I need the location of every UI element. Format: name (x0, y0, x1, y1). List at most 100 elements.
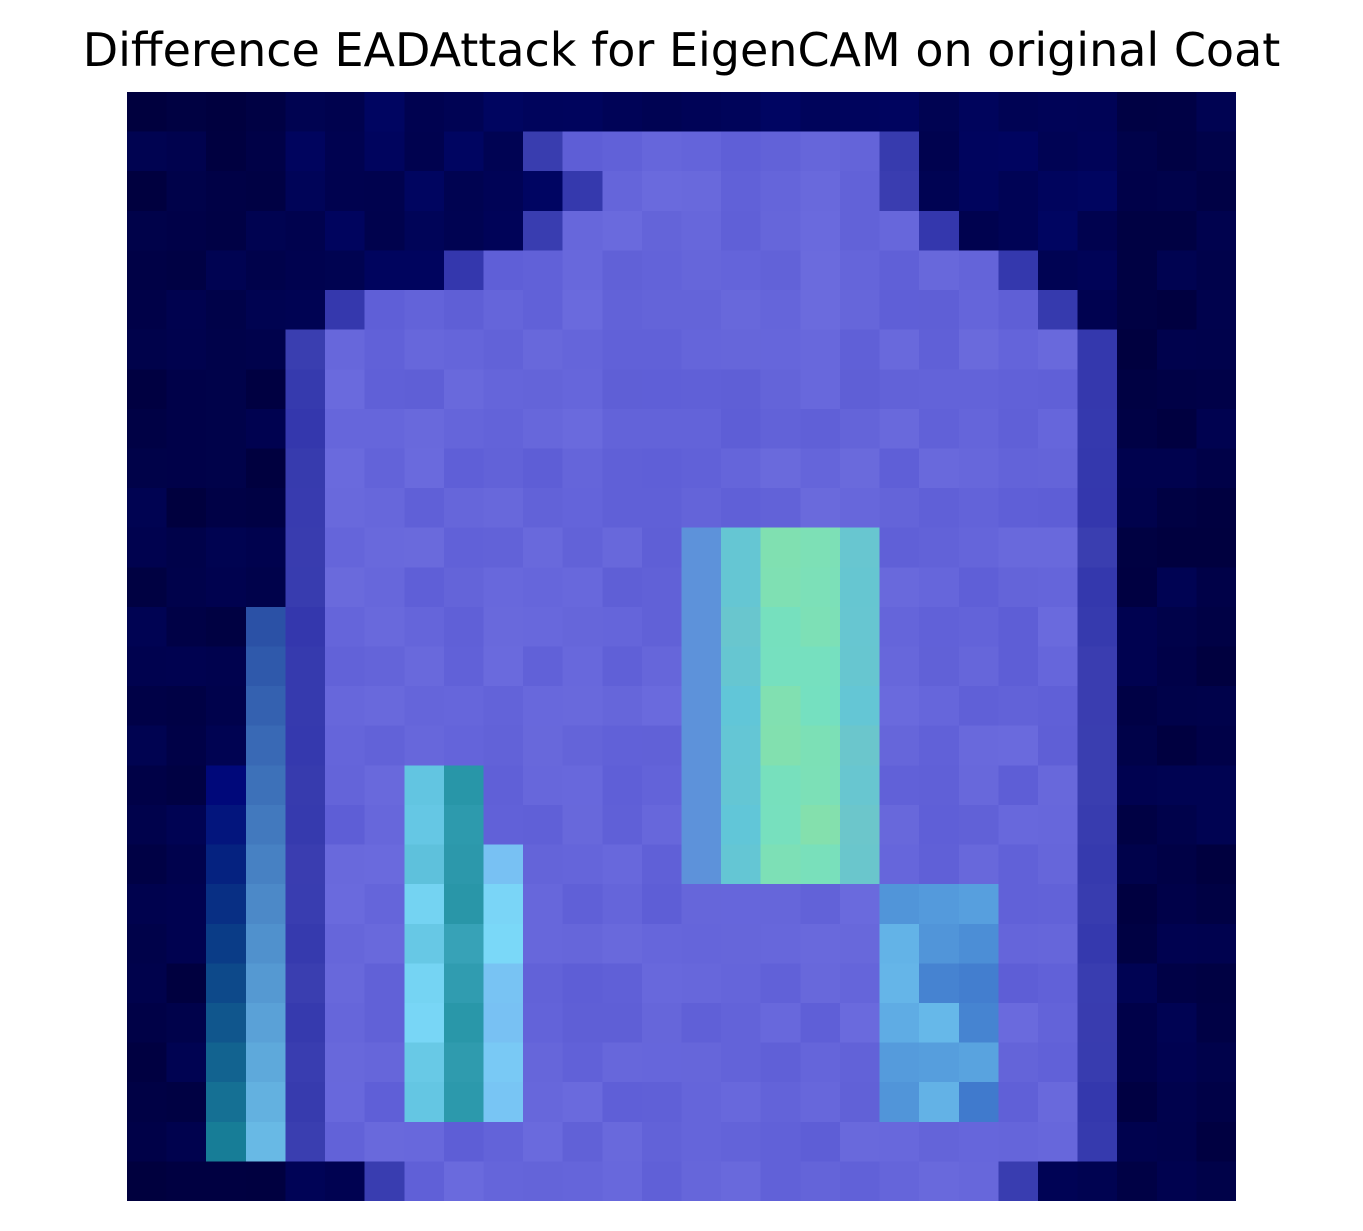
heatmap-cell (245, 329, 287, 371)
heatmap-cell (443, 804, 485, 846)
heatmap-cell (1156, 448, 1198, 489)
heatmap-cell (602, 646, 643, 687)
heatmap-cell (1037, 567, 1079, 608)
heatmap-cell (285, 765, 326, 806)
heatmap-cell (325, 606, 366, 648)
heatmap-cell (166, 1082, 208, 1123)
heatmap-cell (523, 1121, 564, 1163)
heatmap-cell (562, 686, 604, 727)
heatmap-cell (998, 527, 1039, 569)
heatmap-cell (404, 1002, 445, 1044)
heatmap-cell (1037, 92, 1079, 133)
heatmap-cell (800, 171, 841, 212)
heatmap-cell (483, 646, 524, 687)
heatmap-cell (839, 369, 881, 410)
heatmap-cell (919, 725, 960, 767)
heatmap-cell (1037, 408, 1079, 450)
heatmap-cell (879, 844, 920, 885)
heatmap-cell (285, 329, 326, 371)
heatmap-cell (1156, 1121, 1198, 1163)
heatmap-cell (1196, 488, 1236, 529)
heatmap-cell (127, 804, 168, 846)
heatmap-cell (364, 250, 406, 291)
heatmap-cell (721, 963, 762, 1004)
heatmap-cell (404, 369, 445, 410)
heatmap-cell (958, 646, 1000, 687)
heatmap-cell (681, 606, 722, 648)
heatmap-cell (1037, 369, 1079, 410)
heatmap-cell (760, 1002, 802, 1044)
heatmap-cell (721, 804, 762, 846)
heatmap-cell (641, 1082, 683, 1123)
heatmap-cell (523, 646, 564, 687)
heatmap-cell (1117, 567, 1158, 608)
heatmap-cell (879, 686, 920, 727)
heatmap-cell (285, 725, 326, 767)
heatmap-cell (206, 1121, 247, 1163)
heatmap-cell (800, 923, 841, 965)
heatmap-cell (1037, 527, 1079, 569)
heatmap-cell (1196, 804, 1236, 846)
heatmap-cell (721, 725, 762, 767)
heatmap-cell (602, 171, 643, 212)
heatmap-cell (681, 488, 722, 529)
heatmap-cell (1117, 725, 1158, 767)
heatmap-cell (1037, 725, 1079, 767)
heatmap-cell (245, 250, 287, 291)
heatmap-cell (364, 131, 406, 173)
heatmap-cell (166, 92, 208, 133)
heatmap-cell (443, 92, 485, 133)
heatmap-cell (404, 963, 445, 1004)
heatmap-cell (1196, 884, 1236, 925)
heatmap-cell (641, 408, 683, 450)
heatmap-cell (562, 329, 604, 371)
heatmap-cell (523, 725, 564, 767)
heatmap-cell (245, 290, 287, 331)
heatmap-cell (364, 527, 406, 569)
heatmap-cell (1117, 488, 1158, 529)
heatmap-cell (800, 884, 841, 925)
heatmap-cell (443, 369, 485, 410)
heatmap-cell (641, 686, 683, 727)
heatmap-cell (483, 329, 524, 371)
heatmap-cell (206, 923, 247, 965)
heatmap-cell (404, 1161, 445, 1201)
heatmap-cell (1037, 250, 1079, 291)
heatmap-cell (127, 1042, 168, 1083)
heatmap-cell (998, 844, 1039, 885)
heatmap-cell (562, 1002, 604, 1044)
heatmap-cell (483, 1002, 524, 1044)
heatmap-cell (721, 92, 762, 133)
heatmap-cell (1077, 606, 1118, 648)
heatmap-cell (443, 923, 485, 965)
heatmap-cell (245, 92, 287, 133)
heatmap-cell (800, 448, 841, 489)
heatmap-cell (127, 765, 168, 806)
heatmap-cell (364, 606, 406, 648)
heatmap-cell (800, 725, 841, 767)
heatmap-cell (127, 448, 168, 489)
heatmap-cell (839, 527, 881, 569)
heatmap-cell (1037, 963, 1079, 1004)
heatmap-cell (839, 171, 881, 212)
heatmap-cell (404, 725, 445, 767)
heatmap-cell (1077, 210, 1118, 252)
heatmap-cell (443, 329, 485, 371)
heatmap-cell (839, 923, 881, 965)
heatmap-cell (958, 1082, 1000, 1123)
heatmap-cell (1037, 290, 1079, 331)
heatmap-cell (919, 171, 960, 212)
heatmap-cell (998, 92, 1039, 133)
heatmap-cell (483, 884, 524, 925)
heatmap-cell (839, 804, 881, 846)
heatmap-cell (127, 290, 168, 331)
heatmap-cell (919, 567, 960, 608)
heatmap-cell (166, 844, 208, 885)
heatmap-cell (127, 408, 168, 450)
heatmap-cell (800, 844, 841, 885)
heatmap-cell (1196, 765, 1236, 806)
heatmap-cell (364, 290, 406, 331)
heatmap-cell (1156, 527, 1198, 569)
figure-title: Difference EADAttack for EigenCAM on ori… (82, 23, 1281, 77)
heatmap-cell (1156, 369, 1198, 410)
